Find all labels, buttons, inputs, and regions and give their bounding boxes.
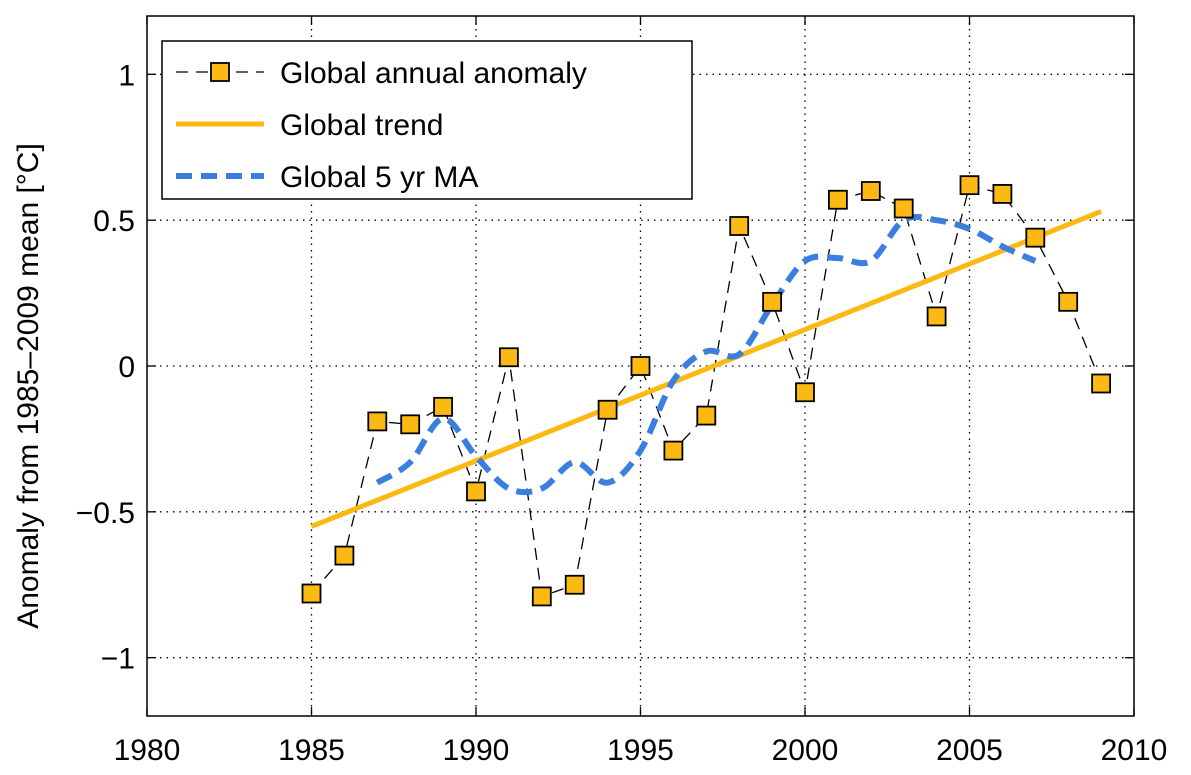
x-tick-label: 2005: [936, 734, 1003, 767]
data-point-annual-anomaly: [367, 411, 388, 432]
legend-item-trend: Global trend: [176, 109, 443, 142]
data-point-annual-anomaly: [531, 586, 552, 607]
legend-item-moving-average: Global 5 yr MA: [176, 161, 478, 194]
y-tick-label: −0.5: [76, 497, 135, 530]
y-tick-label: 0.5: [93, 205, 135, 238]
data-point-annual-anomaly: [301, 583, 322, 604]
data-point-annual-anomaly: [597, 399, 618, 420]
data-point-annual-anomaly: [1058, 291, 1079, 312]
ticks: 1980 1985 1990 1995 2000 2005 2010 −1 −0.5 0 0.5 1: [76, 16, 1168, 767]
data-point-annual-anomaly: [1025, 227, 1046, 248]
data-point-annual-anomaly: [334, 545, 355, 566]
data-point-annual-anomaly: [466, 481, 486, 502]
data-point-annual-anomaly: [663, 440, 684, 461]
data-point-annual-anomaly: [498, 347, 519, 368]
legend-swatch-square-marker: [210, 62, 230, 82]
data-point-annual-anomaly: [828, 189, 848, 210]
legend-label-annual-anomaly: Global annual anomaly: [280, 57, 587, 90]
series-line-moving-average: [375, 213, 1037, 496]
x-tick-label: 1980: [114, 734, 181, 767]
legend-label-trend: Global trend: [280, 109, 443, 142]
data-point-annual-anomaly: [564, 574, 585, 595]
data-point-annual-anomaly: [992, 184, 1013, 204]
x-tick-label: 2000: [772, 734, 839, 767]
series-line-annual-anomaly: [311, 184, 1102, 598]
x-tick-label: 2010: [1101, 734, 1168, 767]
series-line-trend: [310, 209, 1103, 529]
x-tick-label: 1995: [607, 734, 674, 767]
y-tick-label: 1: [118, 59, 135, 92]
data-point-annual-anomaly: [860, 181, 881, 201]
x-tick-label: 1990: [443, 734, 510, 767]
data-point-annual-anomaly: [926, 306, 947, 327]
legend-label-moving-average: Global 5 yr MA: [280, 161, 478, 194]
data-point-annual-anomaly: [893, 198, 914, 219]
data-point-annual-anomaly: [795, 382, 815, 403]
series-layer: [301, 175, 1111, 607]
legend-box: [161, 40, 693, 200]
data-point-annual-anomaly: [630, 356, 651, 376]
y-tick-label: 0: [118, 351, 135, 384]
legend: Global annual anomaly Global trend Globa…: [161, 40, 693, 200]
data-point-annual-anomaly: [400, 414, 421, 435]
data-point-annual-anomaly: [696, 405, 717, 426]
data-point-annual-anomaly: [729, 216, 750, 236]
legend-item-annual-anomaly: Global annual anomaly: [176, 57, 587, 90]
data-point-annual-anomaly: [762, 291, 782, 312]
data-point-annual-anomaly: [1091, 373, 1111, 394]
data-point-annual-anomaly: [433, 396, 454, 417]
y-tick-label: −1: [101, 643, 135, 676]
data-point-annual-anomaly: [959, 175, 980, 196]
y-axis-label: Anomaly from 1985–2009 mean [°C]: [12, 143, 45, 629]
x-tick-label: 1985: [278, 734, 345, 767]
